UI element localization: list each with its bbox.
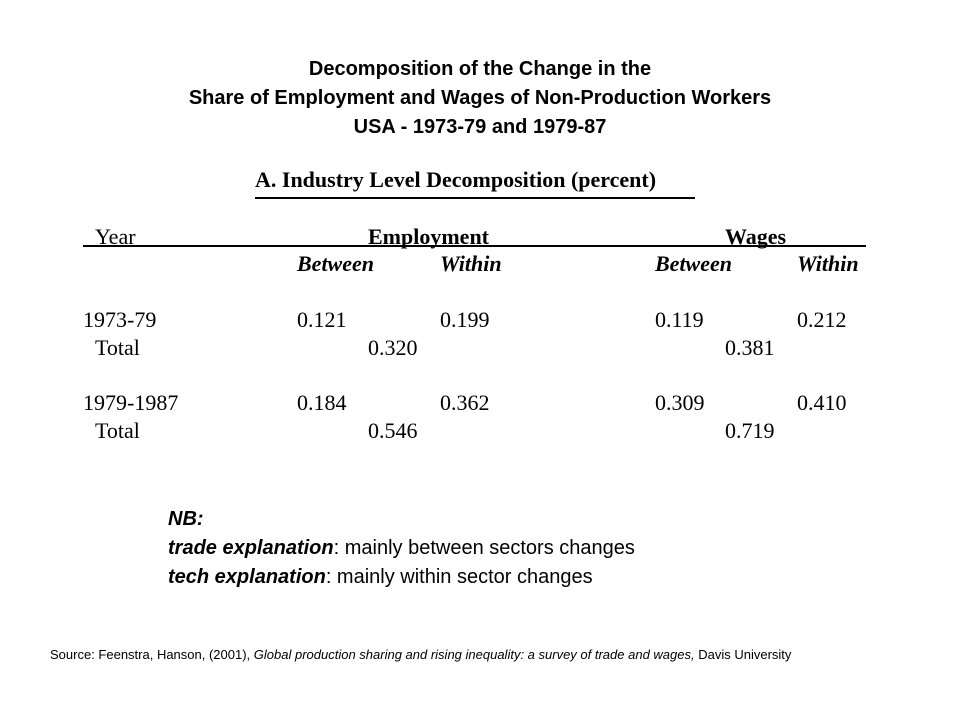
row-period: 1979-1987 [83,390,179,415]
subheader-wage-within: Within [797,251,859,276]
cell-emp-between: 0.184 [297,390,347,415]
cell-wage-total: 0.381 [725,335,775,360]
title-line-1: Decomposition of the Change in the [308,58,652,80]
header-year: Year [95,224,136,249]
note-block: NB: trade explanation: mainly between se… [168,505,635,592]
row-total-label: Total [95,335,140,360]
source-prefix: Source: Feenstra, Hanson, (2001), [50,647,254,662]
subheader-emp-within: Within [440,251,502,276]
section-title-underline [255,197,695,199]
note-nb: NB: [168,508,204,530]
title-line-2: Share of Employment and Wages of Non-Pro… [188,87,772,109]
cell-wage-total: 0.719 [725,418,775,443]
cell-wage-between: 0.119 [655,307,704,332]
row-total-label: Total [95,418,140,443]
cell-emp-between: 0.121 [297,307,347,332]
cell-wage-within: 0.212 [797,307,847,332]
title-line-3: USA - 1973-79 and 1979-87 [353,116,607,138]
note-trade-text: : mainly between sectors changes [333,537,635,559]
subheader-emp-between: Between [297,251,374,276]
source-suffix: Davis University [694,647,792,662]
cell-emp-total: 0.546 [368,418,418,443]
subheader-wage-between: Between [655,251,732,276]
section-title: A. Industry Level Decomposition (percent… [255,167,657,192]
header-rule [83,245,866,247]
cell-emp-within: 0.199 [440,307,490,332]
header-employment: Employment [368,224,489,249]
cell-wage-within: 0.410 [797,390,847,415]
note-trade-term: trade explanation [168,537,334,559]
cell-wage-between: 0.309 [655,390,705,415]
note-trade-line: trade explanation: mainly between sector… [168,534,635,563]
source-title: Global production sharing and rising ine… [253,647,695,662]
note-tech-line: tech explanation: mainly within sector c… [168,563,635,592]
cell-emp-total: 0.320 [368,335,418,360]
source-citation: Source: Feenstra, Hanson, (2001), Global… [50,646,910,664]
note-tech-text: : mainly within sector changes [325,566,593,588]
row-period: 1973-79 [83,307,157,332]
page-title: Decomposition of the Change in the Share… [0,55,960,142]
header-wages: Wages [725,224,787,249]
note-tech-term: tech explanation [168,566,326,588]
cell-emp-within: 0.362 [440,390,490,415]
